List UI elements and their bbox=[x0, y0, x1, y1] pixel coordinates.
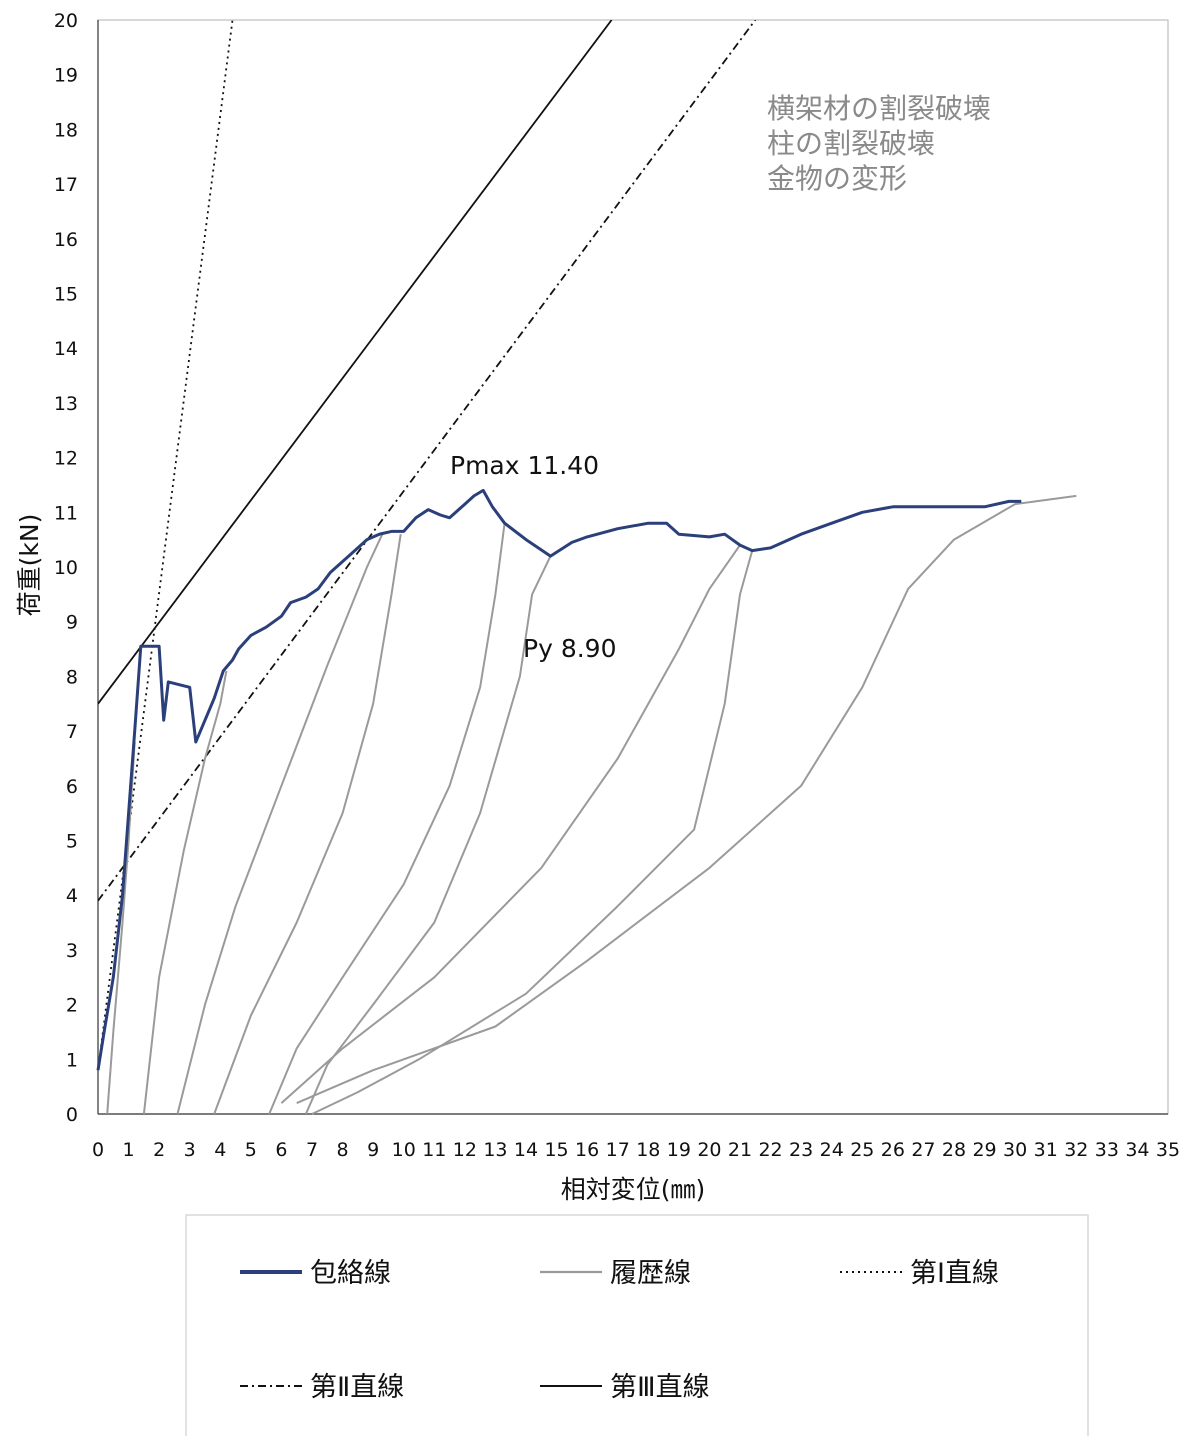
x-tick-label: 15 bbox=[544, 1139, 568, 1161]
x-tick-label: 29 bbox=[972, 1139, 996, 1161]
hysteresis-series bbox=[304, 555, 552, 1115]
x-tick-label: 17 bbox=[606, 1139, 630, 1161]
y-tick-label: 1 bbox=[66, 1049, 78, 1071]
x-tick-label: 30 bbox=[1003, 1139, 1027, 1161]
y-tick-label: 19 bbox=[54, 65, 78, 87]
y-tick-label: 10 bbox=[54, 557, 78, 579]
x-tick-label: 11 bbox=[422, 1139, 446, 1161]
x-tick-label: 2 bbox=[153, 1139, 165, 1161]
hysteresis-series bbox=[213, 534, 402, 1115]
y-tick-label: 6 bbox=[66, 776, 78, 798]
hysteresis-series bbox=[311, 550, 754, 1115]
y-tick-label: 2 bbox=[66, 995, 78, 1017]
envelope-series bbox=[96, 488, 1022, 1071]
x-tick-label: 7 bbox=[306, 1139, 318, 1161]
x-tick-label: 13 bbox=[483, 1139, 507, 1161]
y-tick-label: 9 bbox=[66, 612, 78, 634]
x-tick-label: 35 bbox=[1156, 1139, 1180, 1161]
x-tick-label: 4 bbox=[214, 1139, 226, 1161]
x-tick-label: 14 bbox=[514, 1139, 538, 1161]
x-tick-label: 19 bbox=[667, 1139, 691, 1161]
hysteresis-series bbox=[176, 533, 384, 1115]
y-tick-label: 0 bbox=[66, 1104, 78, 1126]
hysteresis-series bbox=[280, 544, 741, 1104]
x-tick-label: 24 bbox=[820, 1139, 844, 1161]
x-tick-label: 28 bbox=[942, 1139, 966, 1161]
reference-line-solid bbox=[98, 20, 613, 705]
y-tick-label: 20 bbox=[54, 10, 78, 32]
legend: 包絡線 履歴線 第Ⅰ直線 第Ⅱ直線 第Ⅲ直線 bbox=[185, 1214, 1089, 1436]
hysteresis-series bbox=[142, 670, 228, 1115]
failure-mode-1: 横架材の割裂破壊 bbox=[767, 92, 991, 125]
y-tick-label: 3 bbox=[66, 940, 78, 962]
x-tick-label: 22 bbox=[758, 1139, 782, 1161]
x-tick-label: 27 bbox=[911, 1139, 935, 1161]
legend-label-envelope: 包絡線 bbox=[310, 1258, 391, 1289]
x-tick-label: 6 bbox=[275, 1139, 287, 1161]
hysteresis-series bbox=[106, 741, 136, 1115]
reference-line-dotted bbox=[98, 20, 234, 1071]
y-tick-label: 8 bbox=[66, 666, 78, 688]
hysteresis-lines bbox=[106, 494, 1077, 1115]
reference-lines bbox=[98, 20, 757, 1071]
y-tick-label: 13 bbox=[54, 393, 78, 415]
x-axis-label: 相対変位(㎜) bbox=[561, 1175, 706, 1204]
legend-label-first-line: 第Ⅰ直線 bbox=[910, 1258, 999, 1289]
x-tick-label: 8 bbox=[337, 1139, 349, 1161]
envelope-line bbox=[96, 488, 1022, 1071]
hysteresis-series bbox=[268, 523, 506, 1115]
x-tick-label: 5 bbox=[245, 1139, 257, 1161]
py-label: Py 8.90 bbox=[523, 634, 616, 663]
pmax-label: Pmax 11.40 bbox=[450, 451, 599, 480]
x-tick-label: 23 bbox=[789, 1139, 813, 1161]
x-tick-label: 33 bbox=[1095, 1139, 1119, 1161]
plot-area bbox=[97, 19, 1169, 1115]
legend-box bbox=[185, 1214, 1089, 1436]
failure-mode-3: 金物の変形 bbox=[767, 162, 907, 195]
legend-label-second-line: 第Ⅱ直線 bbox=[310, 1372, 404, 1403]
y-axis-label: 荷重(kN) bbox=[15, 514, 44, 617]
x-tick-label: 31 bbox=[1034, 1139, 1058, 1161]
y-tick-label: 14 bbox=[54, 338, 78, 360]
x-tick-label: 3 bbox=[184, 1139, 196, 1161]
x-tick-label: 10 bbox=[392, 1139, 416, 1161]
x-tick-label: 9 bbox=[367, 1139, 379, 1161]
x-tick-label: 25 bbox=[850, 1139, 874, 1161]
y-tick-label: 7 bbox=[66, 721, 78, 743]
x-tick-label: 16 bbox=[575, 1139, 599, 1161]
reference-line-dashdot bbox=[98, 20, 757, 902]
legend-label-hysteresis: 履歴線 bbox=[610, 1258, 691, 1289]
x-tick-label: 32 bbox=[1064, 1139, 1088, 1161]
legend-label-third-line: 第Ⅲ直線 bbox=[610, 1372, 710, 1403]
x-tick-label: 18 bbox=[636, 1139, 660, 1161]
hysteresis-series bbox=[296, 494, 1077, 1105]
y-tick-label: 5 bbox=[66, 831, 78, 853]
y-tick-label: 18 bbox=[54, 119, 78, 141]
y-tick-label: 16 bbox=[54, 229, 78, 251]
y-tick-label: 12 bbox=[54, 448, 78, 470]
x-tick-label: 1 bbox=[123, 1139, 135, 1161]
x-tick-label: 34 bbox=[1125, 1139, 1149, 1161]
x-tick-label: 26 bbox=[881, 1139, 905, 1161]
y-tick-label: 4 bbox=[66, 885, 78, 907]
y-tick-label: 15 bbox=[54, 284, 78, 306]
x-tick-label: 21 bbox=[728, 1139, 752, 1161]
x-tick-label: 12 bbox=[453, 1139, 477, 1161]
x-tick-label: 0 bbox=[92, 1139, 104, 1161]
y-tick-label: 11 bbox=[54, 502, 78, 524]
y-tick-label: 17 bbox=[54, 174, 78, 196]
failure-mode-2: 柱の割裂破壊 bbox=[767, 127, 935, 160]
x-tick-label: 20 bbox=[697, 1139, 721, 1161]
